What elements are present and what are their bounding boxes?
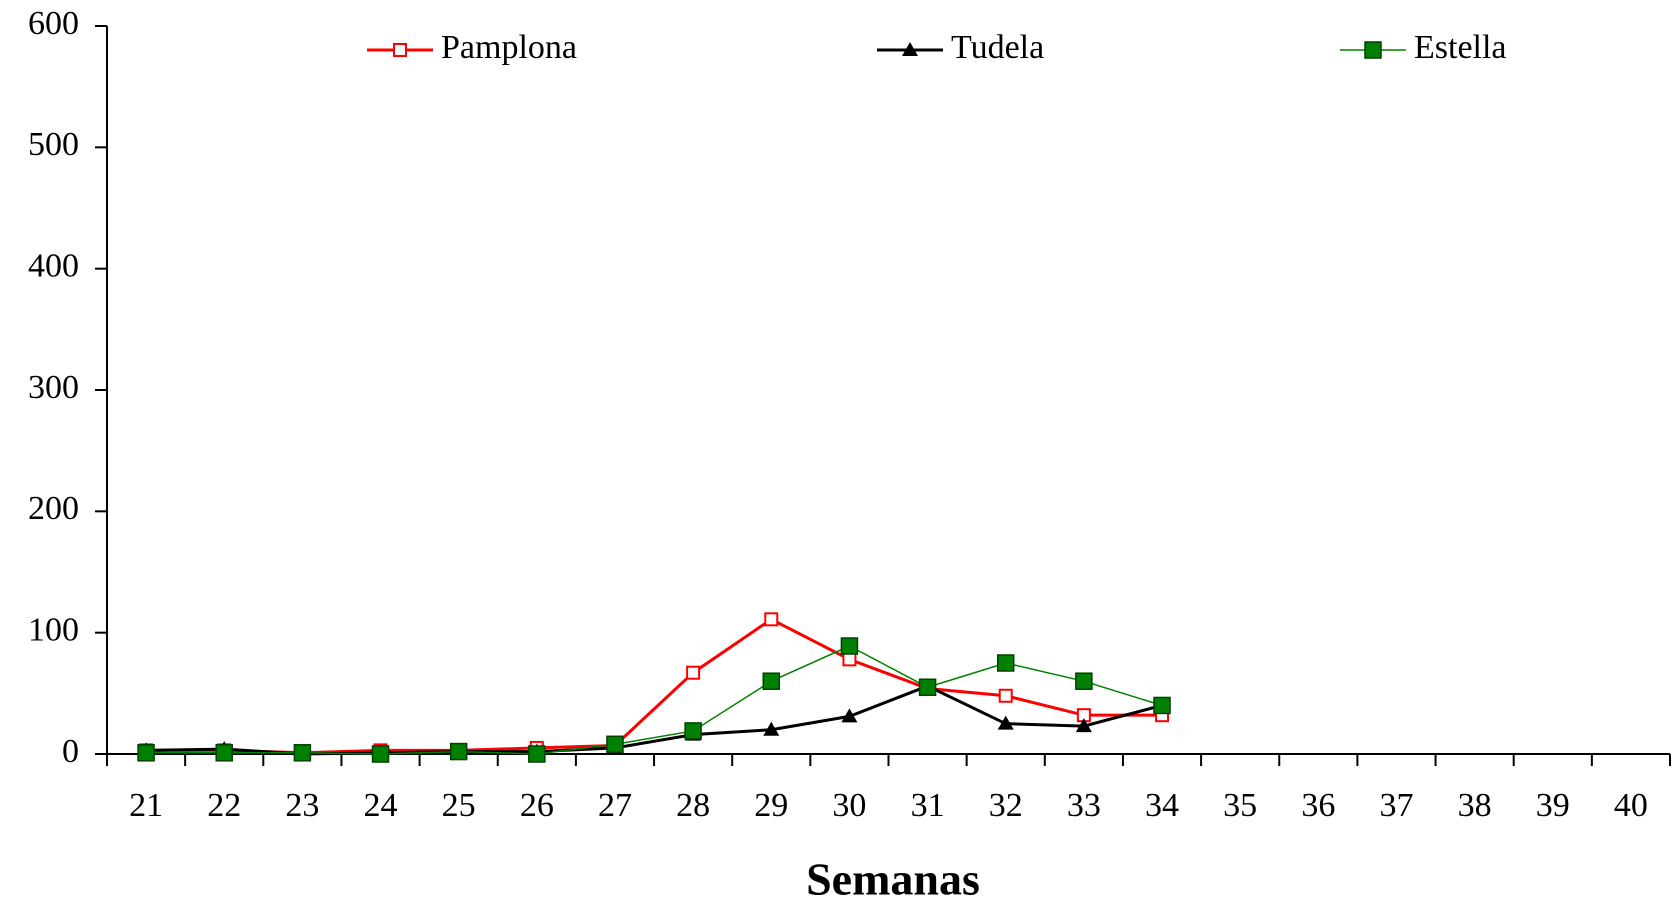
x-tick-label: 33	[1067, 787, 1101, 824]
marker	[449, 742, 468, 761]
y-tick-label: 300	[28, 369, 79, 406]
marker	[997, 715, 1014, 730]
x-tick-label: 40	[1614, 787, 1648, 824]
y-tick-label: 200	[28, 490, 79, 527]
x-tick-label: 36	[1301, 787, 1335, 824]
marker	[686, 665, 701, 680]
x-tick-label: 22	[207, 787, 241, 824]
x-tick-label: 31	[911, 787, 945, 824]
series-line	[146, 617, 1163, 755]
x-tick-label: 34	[1145, 787, 1179, 824]
x-axis-title: Semanas	[806, 854, 980, 905]
x-tick-label: 29	[754, 787, 788, 824]
legend-label: Pamplona	[441, 29, 577, 66]
marker	[762, 672, 781, 690]
legend-label: Estella	[1414, 29, 1507, 66]
marker	[998, 688, 1013, 703]
marker	[1075, 672, 1093, 690]
marker	[996, 654, 1015, 672]
marker	[528, 745, 546, 763]
series-line	[146, 684, 1163, 756]
x-tick-label: 27	[598, 787, 632, 824]
marker	[1075, 718, 1092, 733]
legend-label: Tudela	[951, 29, 1044, 66]
x-tick-label: 28	[676, 787, 710, 824]
x-tick-label: 30	[832, 787, 866, 824]
marker	[606, 735, 624, 754]
marker	[840, 637, 859, 655]
legend-marker	[902, 42, 918, 56]
x-tick-label: 38	[1458, 787, 1492, 824]
x-tick-label: 35	[1223, 787, 1257, 824]
x-tick-label: 37	[1379, 787, 1413, 824]
series-line	[146, 645, 1163, 755]
legend-marker	[393, 43, 407, 57]
marker	[764, 612, 779, 627]
marker	[215, 744, 233, 762]
y-tick-label: 400	[28, 247, 79, 284]
x-tick-label: 24	[364, 787, 398, 824]
marker	[371, 745, 390, 763]
marker	[684, 722, 702, 740]
x-tick-label: 26	[520, 787, 554, 824]
marker	[293, 744, 312, 762]
x-tick-label: 25	[442, 787, 476, 824]
marker	[1153, 696, 1171, 715]
legend-marker	[1364, 41, 1382, 59]
marker	[137, 744, 155, 762]
marker	[763, 721, 780, 736]
y-tick-label: 600	[28, 5, 79, 42]
x-tick-label: 32	[989, 787, 1023, 824]
x-tick-label: 23	[285, 787, 319, 824]
y-tick-label: 100	[28, 611, 79, 648]
marker	[841, 708, 858, 723]
y-tick-label: 0	[62, 733, 79, 770]
x-tick-label: 39	[1536, 787, 1570, 824]
marker	[842, 652, 857, 667]
x-tick-label: 21	[129, 787, 163, 824]
marker	[918, 678, 937, 697]
y-tick-label: 500	[28, 126, 79, 163]
